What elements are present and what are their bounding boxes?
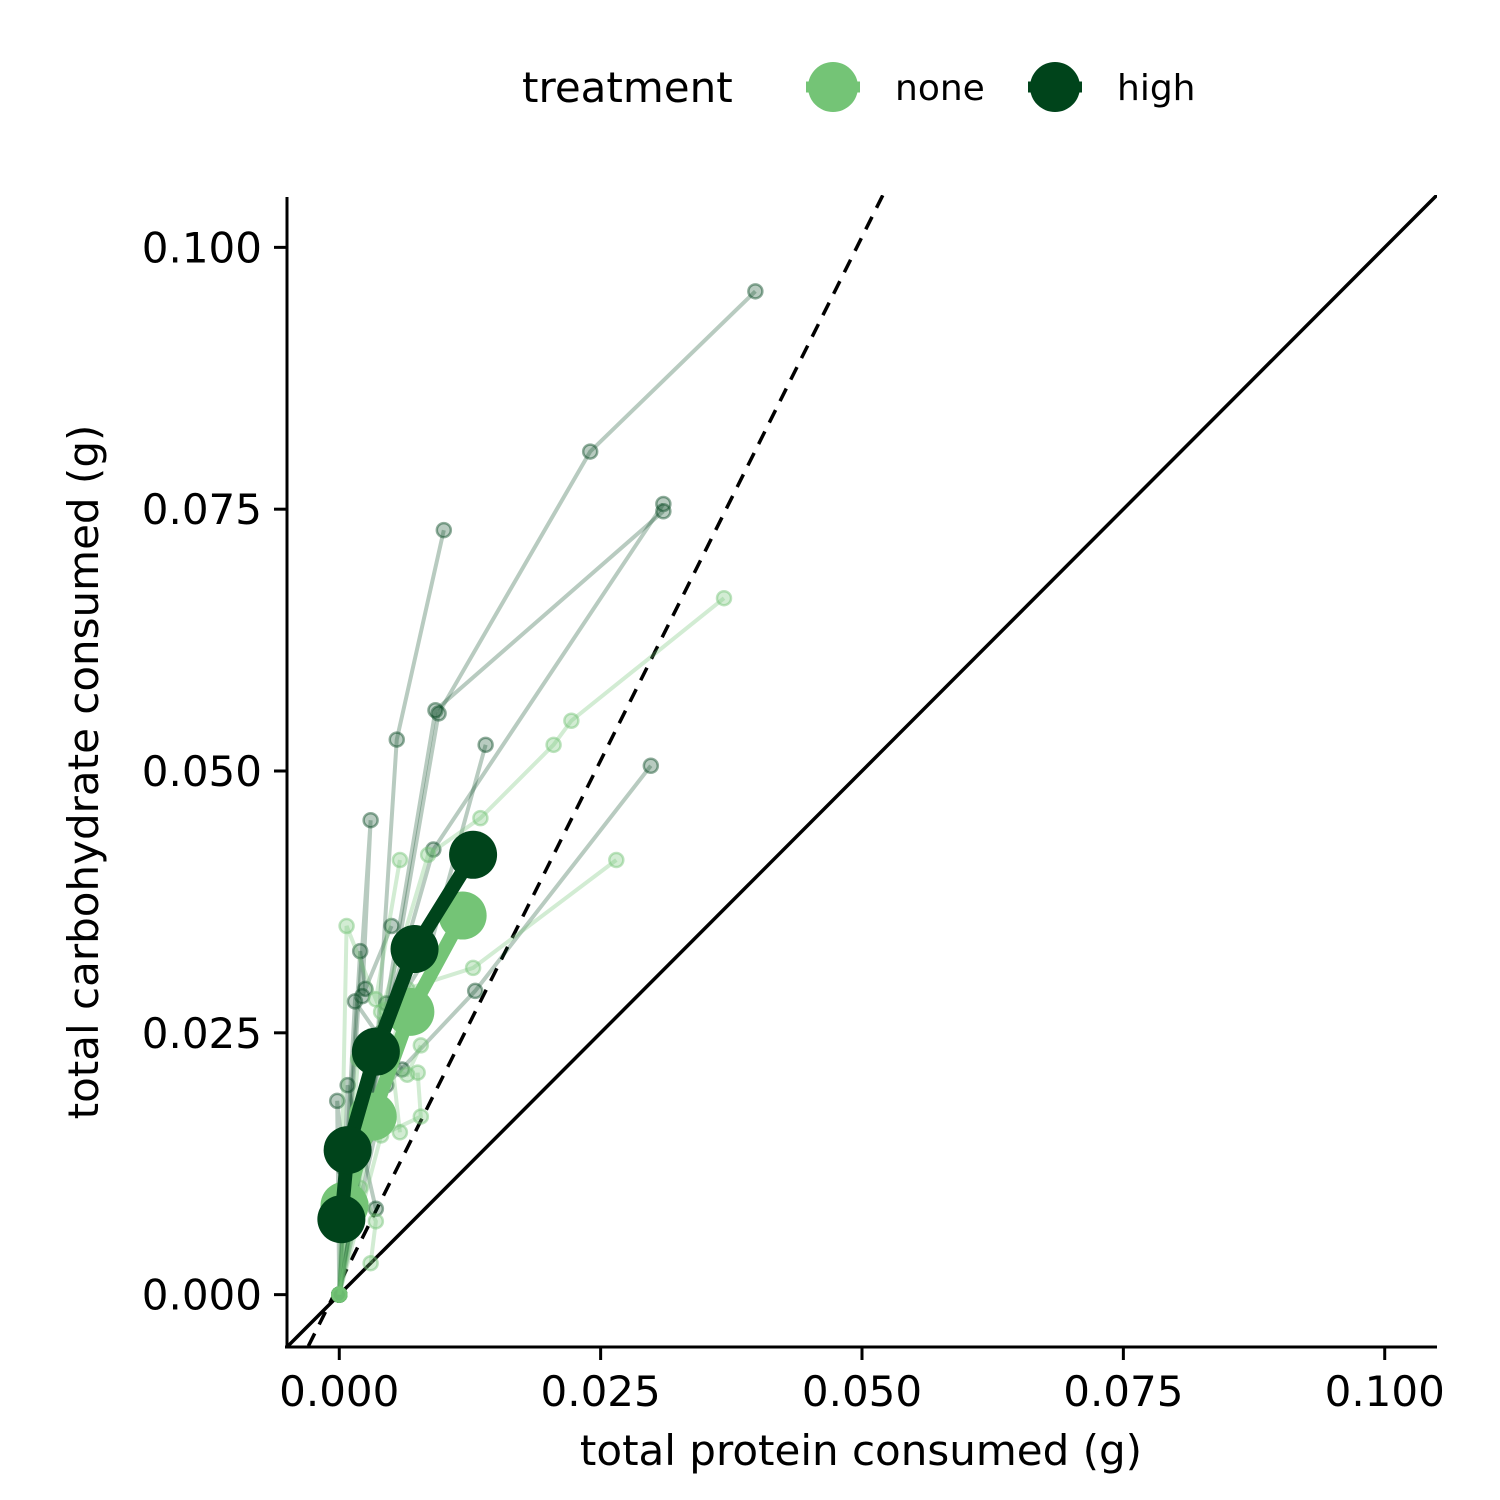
individual-point bbox=[477, 736, 494, 754]
individual-point bbox=[655, 495, 672, 513]
individual-point bbox=[367, 1200, 385, 1218]
y-tick-label: 0.000 bbox=[142, 1271, 262, 1320]
x-tick-label: 0.050 bbox=[802, 1367, 922, 1416]
individual-point bbox=[331, 1286, 348, 1303]
legend-entry-high: high bbox=[1028, 62, 1196, 112]
legend-entry-none: none bbox=[806, 62, 985, 112]
individual-point bbox=[331, 1286, 348, 1303]
individual-point bbox=[425, 841, 442, 858]
individual-point bbox=[331, 1286, 348, 1303]
legend-label-high: high bbox=[1117, 68, 1196, 109]
individual-point bbox=[331, 1286, 348, 1303]
identity-reference-line bbox=[287, 195, 1437, 1347]
mean-series-high bbox=[317, 830, 498, 1244]
individual-point bbox=[331, 1286, 348, 1303]
y-axis-title: total carbohydrate consumed (g) bbox=[59, 425, 108, 1120]
y-axis-ticks: 0.000 0.025 0.050 0.075 0.100 bbox=[142, 223, 287, 1320]
individual-point bbox=[388, 731, 406, 748]
individual-point bbox=[357, 980, 374, 998]
individual-point bbox=[362, 811, 379, 829]
individual-point bbox=[331, 1286, 348, 1303]
individual-point bbox=[351, 942, 369, 960]
individual-point bbox=[331, 1286, 348, 1303]
individual-point bbox=[412, 1037, 430, 1054]
individual-point bbox=[331, 1286, 348, 1303]
legend: treatment none high bbox=[522, 62, 1196, 112]
individual-point bbox=[346, 993, 364, 1010]
individual-point bbox=[563, 712, 580, 729]
individual-point bbox=[608, 851, 625, 869]
individual-line bbox=[337, 764, 653, 1296]
individual-point bbox=[464, 959, 482, 977]
y-tick-label: 0.075 bbox=[142, 485, 262, 534]
mean-point-high bbox=[323, 1126, 372, 1175]
individual-point bbox=[331, 1286, 348, 1303]
individual-point bbox=[331, 1286, 348, 1303]
individual-line bbox=[337, 859, 402, 1295]
y-tick-label: 0.025 bbox=[142, 1009, 262, 1058]
individual-point bbox=[466, 982, 484, 1000]
individual-point bbox=[430, 705, 447, 722]
y-tick-label: 0.100 bbox=[142, 223, 262, 272]
individual-series-none bbox=[331, 851, 409, 1303]
individual-point bbox=[331, 1286, 348, 1303]
dashed-reference-line bbox=[305, 195, 885, 1347]
x-axis-title: total protein consumed (g) bbox=[580, 1426, 1142, 1475]
individual-point bbox=[331, 1286, 348, 1303]
individual-point bbox=[427, 702, 444, 719]
individual-point bbox=[435, 521, 453, 539]
legend-key-marker-high bbox=[1030, 62, 1080, 112]
individual-point bbox=[328, 1092, 346, 1110]
x-tick-label: 0.100 bbox=[1325, 1367, 1445, 1416]
mean-point-high bbox=[351, 1027, 400, 1076]
individual-point bbox=[642, 757, 660, 775]
individual-line bbox=[337, 289, 757, 1295]
individual-point bbox=[367, 991, 385, 1008]
x-tick-label: 0.000 bbox=[279, 1367, 399, 1416]
individual-point bbox=[331, 1286, 348, 1303]
individual-point bbox=[412, 1108, 430, 1125]
individual-point bbox=[331, 1286, 348, 1303]
individual-point bbox=[339, 1076, 356, 1094]
individual-point bbox=[581, 443, 599, 460]
legend-title: treatment bbox=[522, 63, 733, 112]
individual-point bbox=[331, 1286, 348, 1303]
individual-trajectories bbox=[328, 283, 764, 1303]
individual-series-high bbox=[331, 283, 764, 1303]
individual-point bbox=[331, 1286, 348, 1303]
individual-series-high bbox=[331, 503, 672, 1303]
x-tick-label: 0.075 bbox=[1063, 1367, 1183, 1416]
individual-point bbox=[367, 1213, 385, 1230]
individual-point bbox=[398, 1066, 416, 1083]
individual-point bbox=[391, 851, 409, 869]
individual-point bbox=[338, 917, 355, 935]
mean-point-high bbox=[317, 1195, 366, 1244]
individual-series-high bbox=[331, 495, 672, 1303]
legend-key-marker-none bbox=[808, 62, 858, 112]
x-tick-label: 0.025 bbox=[541, 1367, 661, 1416]
individual-point bbox=[655, 503, 672, 520]
individual-point bbox=[747, 283, 764, 300]
individual-point bbox=[354, 987, 371, 1005]
axes: 0.000 0.025 0.050 0.075 0.100 0.000 0.025 0.05… bbox=[142, 197, 1445, 1416]
y-tick-label: 0.050 bbox=[142, 747, 262, 796]
legend-label-none: none bbox=[895, 68, 985, 109]
individual-point bbox=[383, 917, 400, 935]
individual-point bbox=[331, 1286, 348, 1303]
mean-point-high bbox=[449, 830, 498, 879]
individual-point bbox=[409, 1064, 426, 1081]
treatment-mean-trajectories bbox=[317, 830, 498, 1244]
reference-lines bbox=[287, 195, 1437, 1347]
individual-point bbox=[715, 589, 733, 607]
individual-point bbox=[419, 846, 437, 864]
individual-point bbox=[362, 1254, 379, 1272]
individual-point bbox=[331, 1286, 348, 1303]
plot-area bbox=[287, 195, 1437, 1347]
individual-point bbox=[472, 809, 489, 827]
individual-point bbox=[545, 736, 562, 754]
mean-point-high bbox=[390, 925, 439, 974]
x-axis-ticks: 0.000 0.025 0.050 0.075 0.100 bbox=[279, 1347, 1445, 1416]
individual-point bbox=[391, 1124, 409, 1141]
